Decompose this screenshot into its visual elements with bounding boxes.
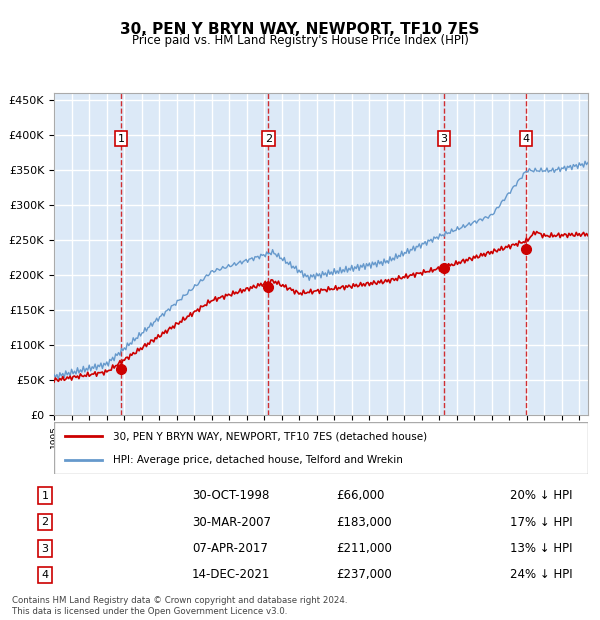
FancyBboxPatch shape xyxy=(54,422,588,474)
Text: 1: 1 xyxy=(118,133,125,144)
Text: 30-MAR-2007: 30-MAR-2007 xyxy=(192,516,271,529)
Text: Contains HM Land Registry data © Crown copyright and database right 2024.
This d: Contains HM Land Registry data © Crown c… xyxy=(12,596,347,616)
Text: 30, PEN Y BRYN WAY, NEWPORT, TF10 7ES (detached house): 30, PEN Y BRYN WAY, NEWPORT, TF10 7ES (d… xyxy=(113,432,427,441)
Text: HPI: Average price, detached house, Telford and Wrekin: HPI: Average price, detached house, Telf… xyxy=(113,454,403,464)
Text: £211,000: £211,000 xyxy=(336,542,392,555)
Text: 2: 2 xyxy=(265,133,272,144)
Text: 4: 4 xyxy=(522,133,529,144)
Text: 2: 2 xyxy=(41,517,49,527)
Text: 3: 3 xyxy=(41,544,49,554)
Text: 1: 1 xyxy=(41,491,49,501)
Text: 17% ↓ HPI: 17% ↓ HPI xyxy=(510,516,572,529)
Text: 4: 4 xyxy=(41,570,49,580)
Text: Price paid vs. HM Land Registry's House Price Index (HPI): Price paid vs. HM Land Registry's House … xyxy=(131,34,469,47)
Text: 13% ↓ HPI: 13% ↓ HPI xyxy=(510,542,572,555)
Text: 24% ↓ HPI: 24% ↓ HPI xyxy=(510,569,572,582)
Text: £66,000: £66,000 xyxy=(336,489,385,502)
Text: £237,000: £237,000 xyxy=(336,569,392,582)
Text: 20% ↓ HPI: 20% ↓ HPI xyxy=(510,489,572,502)
Text: 3: 3 xyxy=(440,133,448,144)
Text: 30, PEN Y BRYN WAY, NEWPORT, TF10 7ES: 30, PEN Y BRYN WAY, NEWPORT, TF10 7ES xyxy=(121,22,479,37)
Text: £183,000: £183,000 xyxy=(336,516,392,529)
Text: 30-OCT-1998: 30-OCT-1998 xyxy=(192,489,269,502)
Text: 14-DEC-2021: 14-DEC-2021 xyxy=(192,569,271,582)
Text: 07-APR-2017: 07-APR-2017 xyxy=(192,542,268,555)
